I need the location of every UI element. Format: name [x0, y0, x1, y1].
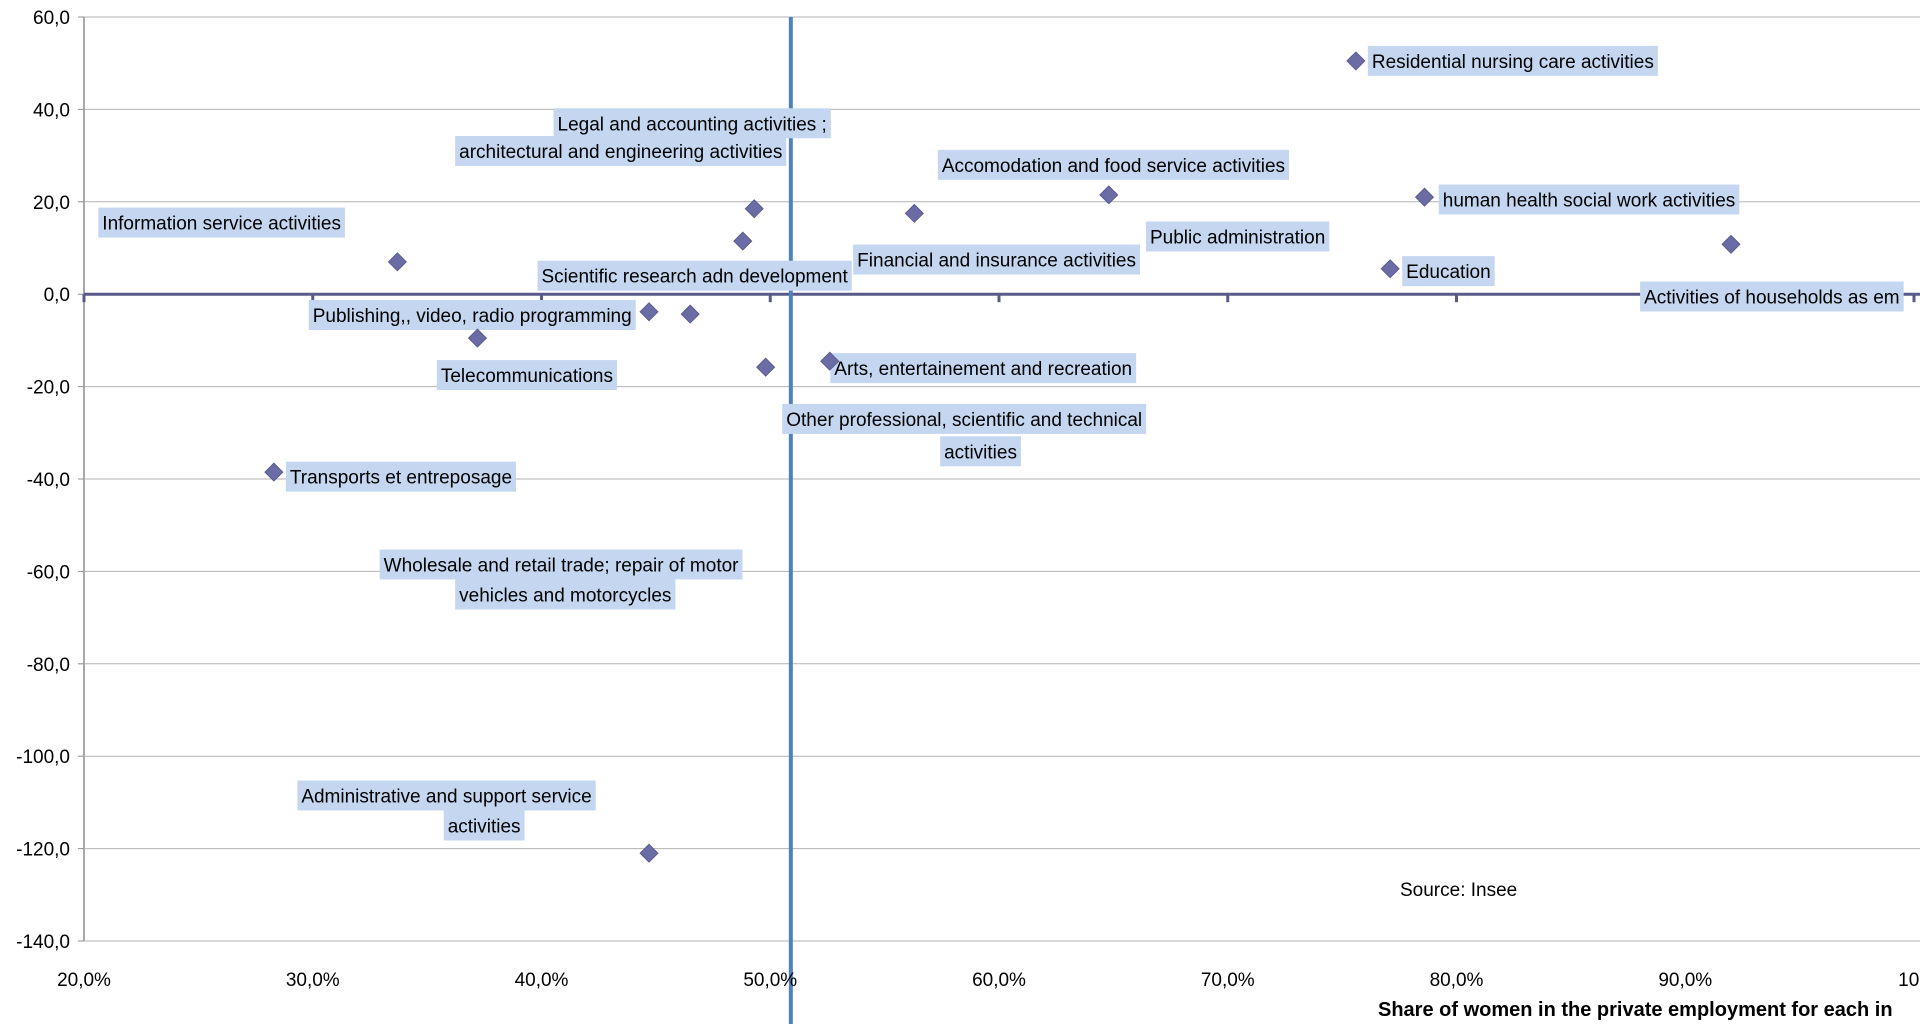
- data-label-box: [455, 135, 787, 166]
- data-label-box: [1145, 221, 1330, 252]
- data-label-box: [937, 149, 1290, 180]
- data-label: Other professional, scientific and techn…: [786, 410, 1142, 431]
- x-tick-label: 90,0%: [1658, 970, 1712, 991]
- data-label: Scientific research adn development: [542, 267, 849, 288]
- data-label: vehicles and motorcycles: [459, 586, 671, 607]
- data-labels: Residential nursing care activities Legal…: [102, 52, 1899, 838]
- data-label-box: [98, 207, 345, 238]
- data-point: [1721, 234, 1741, 254]
- data-points: [264, 51, 1741, 863]
- x-axis-title: Share of women in the private employment…: [1378, 999, 1893, 1021]
- y-tick-label: -140,0: [16, 932, 70, 953]
- data-point: [744, 199, 764, 219]
- y-tick-label: 0,0: [44, 285, 70, 306]
- data-label-box: [537, 260, 852, 291]
- data-label-box: [553, 108, 831, 139]
- data-label-box: [436, 360, 617, 391]
- y-tick-label: -60,0: [27, 562, 70, 583]
- data-label-box: [455, 579, 676, 610]
- data-point: [639, 843, 659, 863]
- data-point: [639, 302, 659, 322]
- data-label-boxes: [98, 45, 1904, 841]
- data-label: activities: [944, 442, 1017, 463]
- x-tick-label: 30,0%: [286, 970, 340, 991]
- data-label-box: [782, 403, 1147, 434]
- data-point: [820, 351, 840, 371]
- data-label-box: [1640, 281, 1904, 312]
- data-point: [1099, 185, 1119, 205]
- data-label: Public administration: [1150, 227, 1325, 248]
- data-label-box: [1367, 45, 1658, 76]
- data-label: Transports et entreposage: [290, 468, 512, 489]
- data-label: Education: [1406, 262, 1491, 283]
- y-tick-label: 20,0: [33, 193, 70, 214]
- data-point: [1380, 259, 1400, 279]
- y-tick-label: 40,0: [33, 100, 70, 121]
- data-point: [1346, 51, 1366, 71]
- data-label-box: [1402, 256, 1495, 287]
- y-tick-label: 60,0: [33, 8, 70, 29]
- data-label: architectural and engineering activities: [459, 142, 782, 163]
- y-tick-label: -80,0: [27, 655, 70, 676]
- data-label-box: [285, 461, 517, 492]
- y-tick-label: -120,0: [16, 840, 70, 861]
- data-label-box: [830, 353, 1137, 384]
- data-label: Publishing,, video, radio programming: [313, 306, 632, 327]
- data-label: Accomodation and food service activities: [942, 156, 1285, 177]
- data-point: [1414, 187, 1435, 207]
- data-label: Arts, entertainement and recreation: [834, 359, 1132, 380]
- data-label-box: [297, 780, 596, 811]
- data-point: [467, 328, 488, 348]
- data-label: activities: [448, 817, 521, 838]
- data-point: [733, 231, 753, 251]
- x-tick-label: 20,0%: [57, 970, 111, 991]
- x-tick-label: 70,0%: [1201, 970, 1255, 991]
- data-label: Residential nursing care activities: [1372, 52, 1654, 73]
- data-point: [904, 203, 924, 223]
- data-label: human health social work activities: [1443, 190, 1736, 211]
- data-label: Activities of households as em: [1644, 288, 1900, 309]
- data-point: [264, 462, 284, 482]
- data-label: Legal and accounting activities ;: [558, 114, 827, 135]
- x-tick-label: 80,0%: [1430, 970, 1484, 991]
- data-label: Telecommunications: [441, 366, 613, 387]
- x-tick-label: 50,0%: [743, 970, 797, 991]
- data-label: Administrative and support service: [301, 786, 591, 807]
- y-axis-ticks: 60,0 40,0 20,0 0,0 -20,0 -40,0 -60,0 -80,0 -100,…: [16, 8, 84, 953]
- data-label: Wholesale and retail trade; repair of mo…: [384, 555, 740, 576]
- source-note: Source: Insee: [1400, 880, 1517, 901]
- y-tick-label: -100,0: [16, 747, 70, 768]
- x-axis-ticks: 20,0% 30,0% 40,0% 50,0% 60,0% 70,0% 80,0% 90,0%…: [57, 294, 1920, 991]
- data-label-box: [379, 549, 743, 580]
- x-tick-label: 100: [1898, 970, 1920, 991]
- data-point: [680, 304, 700, 324]
- data-label-box: [1438, 184, 1740, 215]
- data-label: Financial and insurance activities: [857, 251, 1136, 272]
- data-point: [756, 357, 776, 377]
- x-tick-label: 40,0%: [515, 970, 569, 991]
- data-label: Information service activities: [102, 214, 341, 235]
- y-tick-label: -20,0: [27, 378, 70, 399]
- x-tick-label: 60,0%: [972, 970, 1026, 991]
- y-tick-label: -40,0: [27, 470, 70, 491]
- grid-lines: [83, 16, 1920, 1024]
- data-label-box: [308, 299, 636, 330]
- data-label-box: [443, 810, 525, 841]
- data-point: [387, 252, 407, 272]
- data-label-box: [940, 436, 1021, 467]
- data-label-box: [853, 244, 1140, 275]
